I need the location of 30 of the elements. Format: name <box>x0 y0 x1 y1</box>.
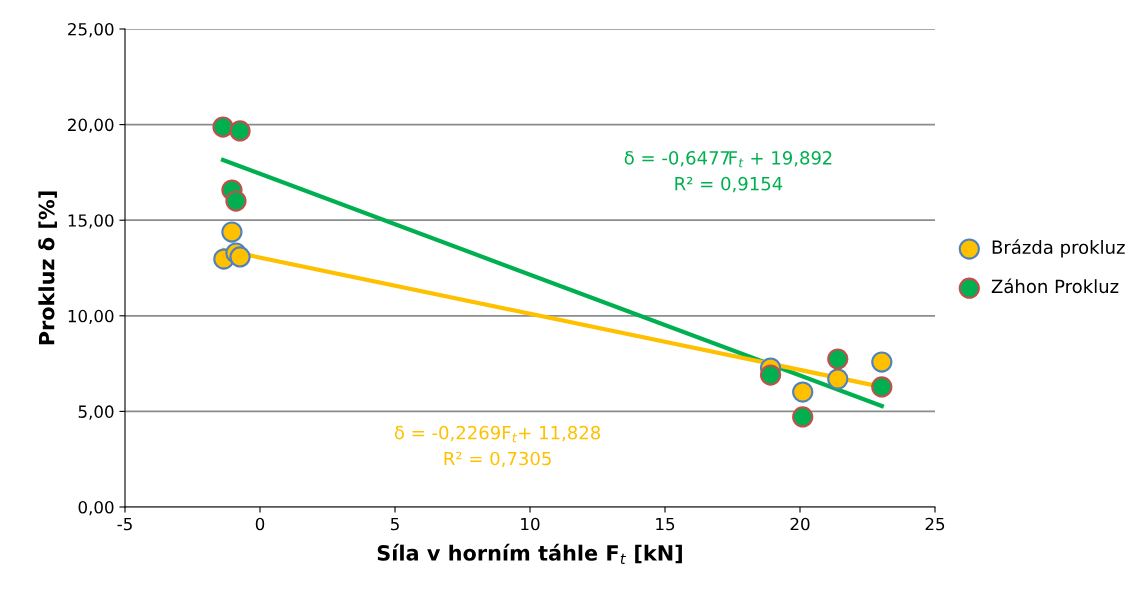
point <box>792 406 814 428</box>
legend-label: Záhon Prokluz <box>991 278 1119 294</box>
legend-label: Brázda prokluz <box>992 239 1125 258</box>
y-axis-title: Prokluz δ [%] <box>38 191 57 345</box>
point <box>871 376 893 398</box>
x-axis-title: Síla v horním táhle F$_{t}$ [kN] <box>377 543 682 564</box>
point <box>827 368 849 390</box>
point <box>759 364 782 386</box>
x-tick-label: 0 <box>255 517 265 531</box>
y-tick-label: 5,00 <box>78 405 114 420</box>
point <box>221 221 243 243</box>
annotation: δ = -0,6477F$_{t}$ + 19,892 R² = 0,9154 <box>624 150 832 193</box>
point <box>212 116 234 138</box>
point <box>792 381 814 403</box>
x-tick-label: -5 <box>117 517 132 531</box>
point <box>827 348 849 370</box>
y-tick-label: 25,00 <box>68 22 114 38</box>
y-tick-label: 0,00 <box>78 500 114 516</box>
annotation: δ = -0,2269F$_{t}$+ 11,828 R² = 0,7305 <box>394 425 601 468</box>
point <box>229 120 251 142</box>
x-tick-label: 5 <box>390 517 399 531</box>
x-tick-label: 25 <box>925 517 945 531</box>
point <box>871 351 893 373</box>
x-tick-label: 10 <box>521 517 540 531</box>
y-tick-label: 20,00 <box>68 118 114 133</box>
y-tick-label: 15,00 <box>68 214 114 229</box>
y-tick-label: 10,00 <box>68 309 114 325</box>
x-tick-label: 15 <box>656 517 675 531</box>
x-tick-label: 20 <box>790 517 810 531</box>
point <box>225 190 247 212</box>
